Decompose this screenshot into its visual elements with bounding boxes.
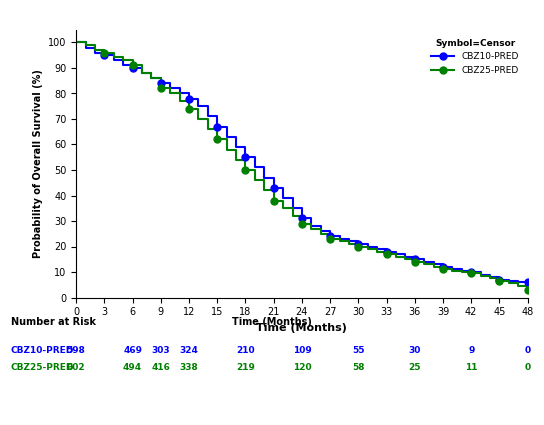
Y-axis label: Probability of Overall Survival (%): Probability of Overall Survival (%) xyxy=(33,69,42,258)
Text: 25: 25 xyxy=(409,363,421,372)
Text: Time (Months): Time (Months) xyxy=(232,317,312,327)
Text: 303: 303 xyxy=(152,346,170,355)
Text: 0: 0 xyxy=(524,363,531,372)
Text: 120: 120 xyxy=(293,363,311,372)
Text: 58: 58 xyxy=(352,363,364,372)
Text: 0: 0 xyxy=(524,346,531,355)
Text: CBZ25-PRED: CBZ25-PRED xyxy=(11,363,74,372)
X-axis label: Time (Months): Time (Months) xyxy=(256,323,348,333)
Text: 338: 338 xyxy=(180,363,199,372)
Text: 416: 416 xyxy=(151,363,170,372)
Text: CBZ10-PRED: CBZ10-PRED xyxy=(11,346,74,355)
Legend: CBZ10-PRED, CBZ25-PRED: CBZ10-PRED, CBZ25-PRED xyxy=(427,34,523,79)
Text: Number at Risk: Number at Risk xyxy=(11,317,96,327)
Text: 602: 602 xyxy=(67,363,85,372)
Text: 11: 11 xyxy=(465,363,478,372)
Text: 494: 494 xyxy=(123,363,142,372)
Text: 9: 9 xyxy=(468,346,474,355)
Text: 469: 469 xyxy=(123,346,142,355)
Text: 598: 598 xyxy=(67,346,85,355)
Text: 55: 55 xyxy=(352,346,364,355)
Text: 219: 219 xyxy=(236,363,255,372)
Text: 210: 210 xyxy=(236,346,255,355)
Text: 109: 109 xyxy=(293,346,311,355)
Text: 30: 30 xyxy=(409,346,421,355)
Text: 324: 324 xyxy=(180,346,199,355)
